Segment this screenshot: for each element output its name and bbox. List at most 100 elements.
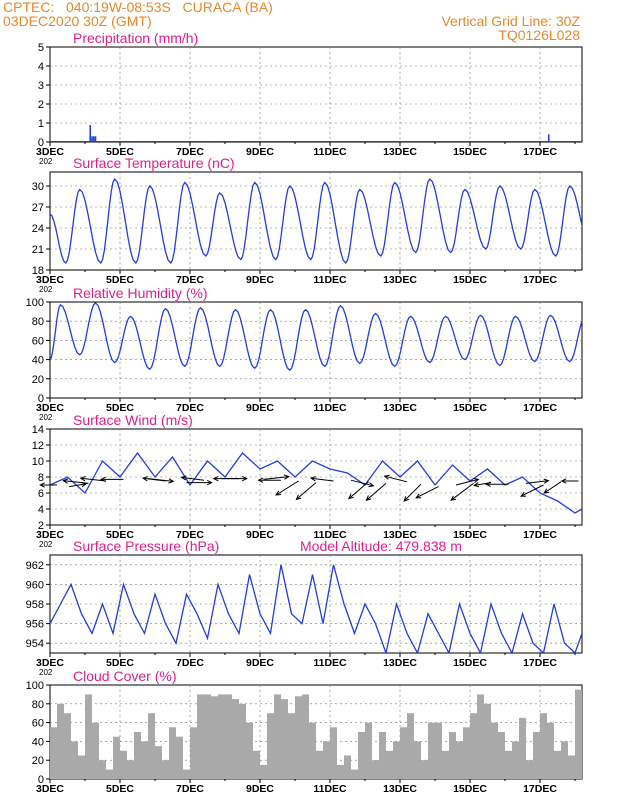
cloud-bar [211,696,218,779]
wind-arrow-head [212,475,219,482]
cloud-bar [71,741,78,779]
cloud-bar [148,713,155,779]
cloud-xtick-label: 15DEC [453,783,487,795]
precip-xtick-label: 13DEC [383,146,417,158]
wind-arrow-head [450,495,457,501]
temp-xtick-label: 11DEC [313,274,347,286]
cloud-bar [176,736,183,779]
cloud-ytick-label: 60 [32,718,44,730]
cloud-bar [99,760,106,779]
pressure-xtick-label: 7DEC [176,657,204,669]
pressure-line [50,564,582,653]
precip-ytick-label: 5 [38,42,44,54]
wind-arrow-head [415,493,422,499]
wind-xtick-label: 11DEC [313,529,347,541]
cloud-bar [456,741,463,779]
cloud-bar [155,746,162,779]
precip-ytick-label: 0 [38,137,44,149]
cloud-bar [134,732,141,779]
wind-arrow-head [309,476,316,482]
wind-arrow-head [275,490,282,496]
pressure-xtick-label: 5DEC [106,657,134,669]
cloud-bar [547,722,554,779]
rh-xtick-label: 9DEC [246,402,274,414]
cloud-bar [477,694,484,779]
precip-bar [89,124,92,142]
rh-xtick-label: 13DEC [383,402,417,414]
cloud-bar [85,694,92,779]
wind-ytick-label: 14 [32,424,44,436]
cloud-bar [491,722,498,779]
cloud-bar [64,713,71,779]
cloud-bar [120,750,127,779]
pressure-xtick-label: 15DEC [453,657,487,669]
header-grid-line: Vertical Grid Line: 30Z [441,13,580,29]
wind-arrow-head [520,491,527,497]
wind-arrow-head [79,476,86,482]
cloud-bar [526,760,533,779]
precip-xtick-label: 15DEC [453,146,487,158]
temp-panel [46,171,583,274]
cloud-panel [46,684,583,783]
cloud-bar [519,717,526,779]
cloud-xtick-label: 11DEC [313,783,347,795]
temp-ytick-label: 30 [32,181,44,193]
temp-ytick-label: 21 [32,244,44,256]
cloud-bar [253,750,260,779]
cloud-bar [267,713,274,779]
wind-arrow-shaft [543,481,562,494]
cloud-bar [344,755,351,779]
wind-arrow-head [168,478,175,484]
cloud-bar [512,741,519,779]
wind-xtick-label: 13DEC [383,529,417,541]
precip-bar [94,136,97,142]
cloud-bar [302,694,309,779]
wind-arrow-head [241,475,248,482]
cloud-xtick-label: 9DEC [246,783,274,795]
wind-arrow-head [383,474,390,480]
temp-xtick-label: 13DEC [383,274,417,286]
precip-xtick-label: 9DEC [246,146,274,158]
wind-arrow-head [484,481,491,487]
rh-xtick-label: 17DEC [523,402,557,414]
temp-title: Surface Temperature (nC) [73,155,235,171]
wind-xtick-label: 5DEC [106,529,134,541]
rh-year-fragment: 202 [39,413,53,422]
temp-xtick-label: 9DEC [246,274,274,286]
cloud-bar [358,732,365,779]
rh-ytick-label: 40 [32,355,44,367]
wind-arrow-head [403,496,410,502]
wind-arrow-shaft [80,477,107,482]
cloud-bar [288,713,295,779]
cloud-bar [113,736,120,779]
cloud-bar [92,722,99,779]
temp-ytick-label: 18 [32,265,44,277]
precip-frame [49,46,583,143]
wind-arrow-shaft [403,483,422,502]
cloud-bar [533,732,540,779]
temp-xtick-label: 15DEC [453,274,487,286]
rh-ytick-label: 0 [38,393,44,405]
temp-xtick-label: 3DEC [36,274,64,286]
cloud-xtick-label: 17DEC [523,783,557,795]
cloud-bar [337,764,344,779]
cloud-bar [484,703,491,779]
precip-ytick-label: 1 [38,118,44,130]
precip-ytick-label: 4 [38,61,44,73]
wind-arrow-head [295,494,302,501]
cloud-bar [190,727,197,779]
cloud-bar [554,750,561,779]
pressure-year-fragment: 202 [39,668,53,677]
pressure-ytick-label: 956 [26,619,44,631]
cloud-bar [330,727,337,779]
wind-arrow-head [543,488,550,494]
cloud-bar [470,713,477,779]
cloud-bar [428,722,435,779]
wind-arrow-head [365,495,372,501]
cloud-bar [575,689,582,779]
cloud-bar [295,696,302,779]
wind-arrow-shaft [525,480,549,484]
wind-arrow-shaft [143,477,166,482]
cloud-xtick-label: 7DEC [176,783,204,795]
